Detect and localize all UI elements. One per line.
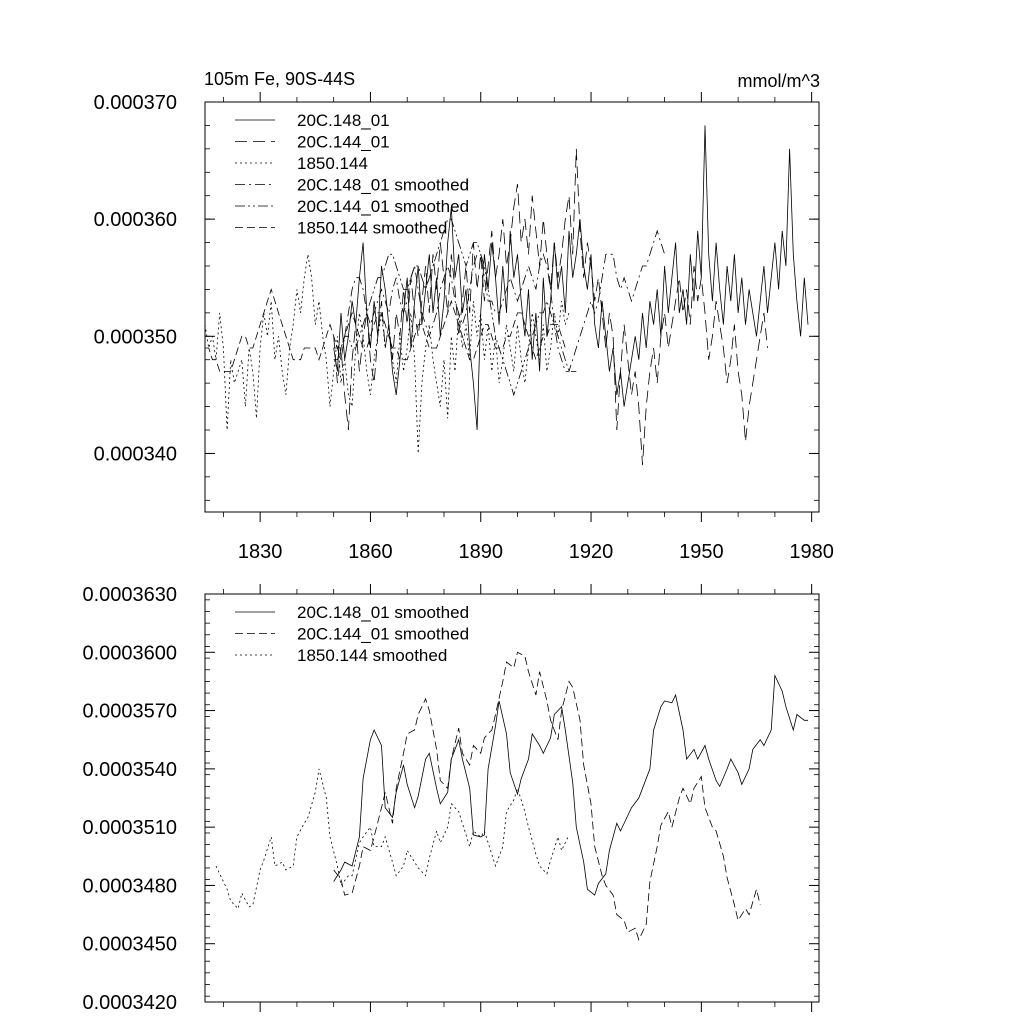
y-tick-label: 0.000350 (94, 326, 177, 348)
x-axis (222, 584, 813, 1012)
x-axis: 1830 1860 1890 1920 1950 1980 (222, 92, 834, 563)
x-tick-label: 1980 (789, 541, 834, 563)
x-tick-label: 1860 (348, 541, 393, 563)
legend-item: 1850.144 (297, 154, 368, 173)
y-tick-label: 0.0003540 (82, 759, 177, 781)
x-tick-label: 1830 (238, 541, 283, 563)
y-tick-label: 0.000360 (94, 209, 177, 231)
legend-item: 20C.148_01 (297, 111, 390, 130)
legend-item: 20C.144_01 (297, 133, 390, 152)
plot-frame (204, 101, 820, 513)
y-tick-label: 0.000340 (94, 443, 177, 465)
legend-item: 20C.144_01 smoothed (297, 625, 469, 644)
y-tick-label: 0.0003600 (82, 642, 177, 664)
legend-item: 1850.144 smoothed (297, 219, 447, 238)
legend-item: 20C.144_01 smoothed (297, 197, 469, 216)
y-axis: 0.0003420 0.0003450 0.0003480 0.0003510 0.00… (82, 584, 819, 1014)
y-tick-label: 0.0003480 (82, 875, 177, 897)
y-tick-label: 0.000370 (94, 92, 177, 114)
series-line (333, 148, 768, 466)
x-tick-label: 1920 (569, 541, 614, 563)
series-line (333, 218, 577, 397)
series-line (333, 125, 809, 431)
series-line (333, 229, 665, 372)
x-tick-label: 1890 (458, 541, 503, 563)
series-line (333, 674, 808, 896)
series-line (204, 254, 570, 454)
y-tick-label: 0.0003630 (82, 584, 177, 606)
series-group (204, 125, 809, 466)
panel-title: 105m Fe, 90S-44S (204, 69, 355, 89)
series-group (215, 651, 808, 941)
legend-item: 20C.148_01 smoothed (297, 176, 469, 195)
y-tick-label: 0.0003510 (82, 817, 177, 839)
x-tick-label: 1950 (679, 541, 724, 563)
panel-bottom: 0.0003420 0.0003450 0.0003480 0.0003510 0.00… (82, 584, 820, 1014)
legend-item: 20C.148_01 smoothed (297, 603, 469, 622)
panel-units: mmol/m^3 (738, 71, 820, 91)
legend-item: 1850.144 smoothed (297, 646, 447, 665)
y-tick-label: 0.0003420 (82, 992, 177, 1014)
y-axis: 0.000340 0.000350 0.000360 0.000370 (94, 92, 819, 501)
series-line (205, 288, 569, 372)
legend: 20C.148_01 smoothed 20C.144_01 smoothed 18… (235, 603, 469, 665)
legend: 20C.148_01 20C.144_01 1850.144 20C.148_01 s… (235, 111, 469, 238)
y-tick-label: 0.0003450 (82, 934, 177, 956)
series-line (333, 651, 761, 941)
panel-top: 105m Fe, 90S-44S mmol/m^3 0.0003400.0003… (94, 69, 834, 563)
y-tick-label: 0.0003570 (82, 701, 177, 723)
